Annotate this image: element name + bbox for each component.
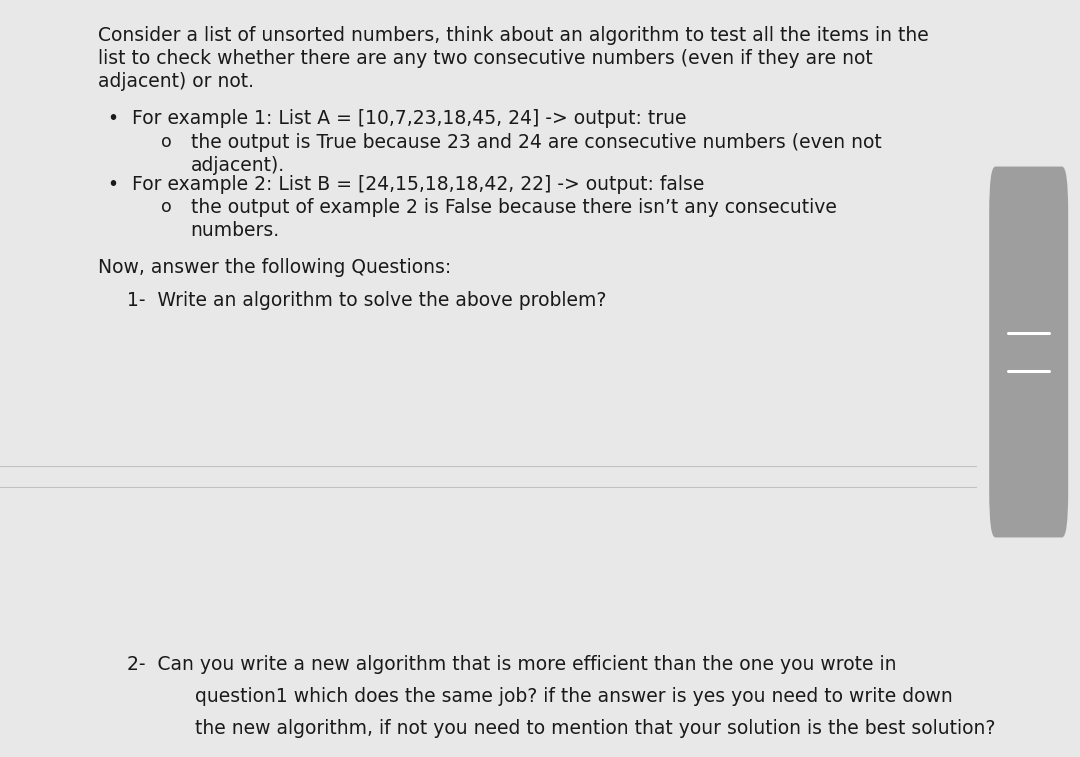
Text: 2-  Can you write a new algorithm that is more efficient than the one you wrote : 2- Can you write a new algorithm that is…: [127, 655, 896, 674]
Text: For example 1: List A = [10,7,23,18,45, 24] -> output: true: For example 1: List A = [10,7,23,18,45, …: [132, 110, 687, 129]
Text: Consider a list of unsorted numbers, think about an algorithm to test all the it: Consider a list of unsorted numbers, thi…: [98, 26, 929, 45]
Text: the output of example 2 is False because there isn’t any consecutive: the output of example 2 is False because…: [190, 198, 837, 217]
Text: Now, answer the following Questions:: Now, answer the following Questions:: [98, 258, 451, 277]
Text: question1 which does the same job? if the answer is yes you need to write down: question1 which does the same job? if th…: [171, 687, 953, 706]
Text: numbers.: numbers.: [190, 221, 280, 240]
Text: •: •: [108, 175, 119, 194]
Text: •: •: [108, 110, 119, 129]
Text: 1-  Write an algorithm to solve the above problem?: 1- Write an algorithm to solve the above…: [127, 291, 607, 310]
Text: For example 2: List B = [24,15,18,18,42, 22] -> output: false: For example 2: List B = [24,15,18,18,42,…: [132, 175, 704, 194]
Text: o: o: [161, 132, 172, 151]
Text: the output is True because 23 and 24 are consecutive numbers (even not: the output is True because 23 and 24 are…: [190, 132, 881, 151]
FancyBboxPatch shape: [989, 167, 1068, 537]
Text: list to check whether there are any two consecutive numbers (even if they are no: list to check whether there are any two …: [98, 49, 873, 68]
Text: o: o: [161, 198, 172, 216]
Text: adjacent).: adjacent).: [190, 156, 285, 175]
Text: the new algorithm, if not you need to mention that your solution is the best sol: the new algorithm, if not you need to me…: [171, 719, 996, 738]
Text: adjacent) or not.: adjacent) or not.: [98, 72, 254, 91]
